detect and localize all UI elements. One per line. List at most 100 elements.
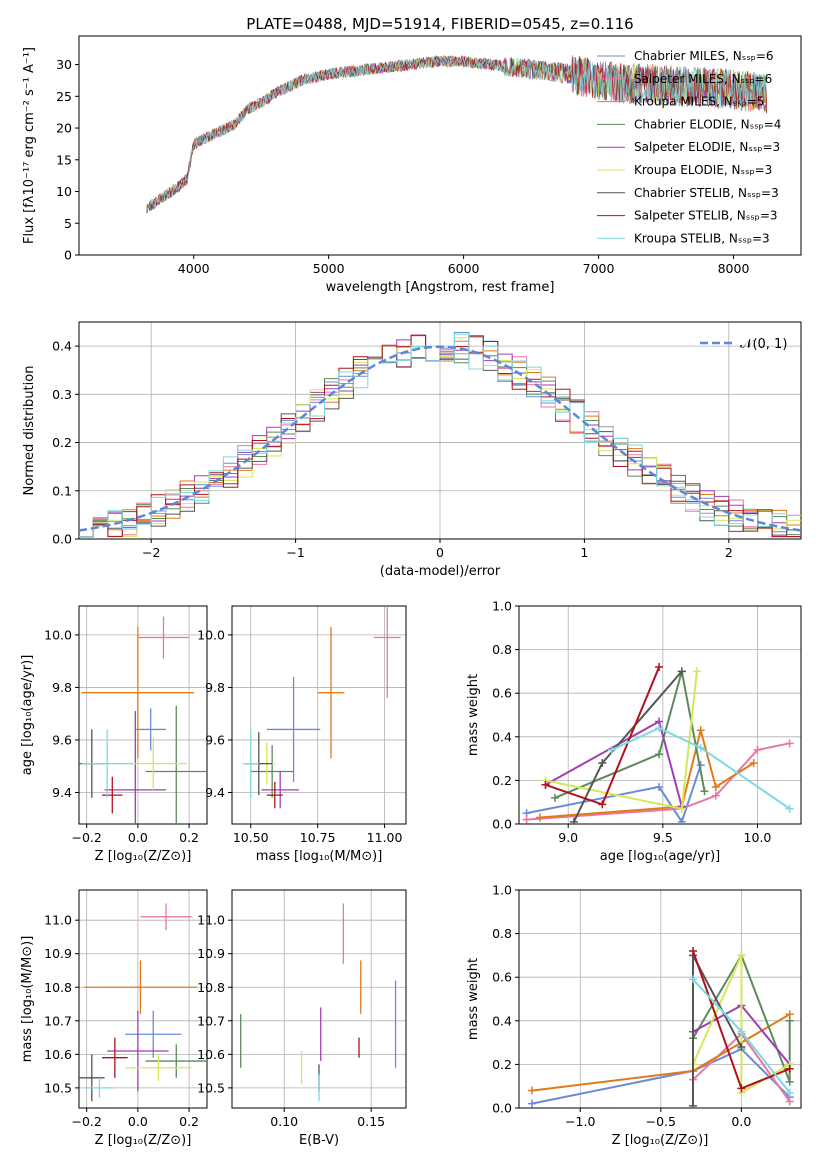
y-tick-label: 10.5 [197,1080,225,1095]
x-axis-label: wavelength [Angstrom, rest frame] [326,280,555,295]
weight-marker [689,975,698,984]
axes-frame [231,889,407,1109]
errorbar-point [266,781,283,809]
x-tick-label: 0.10 [270,1114,298,1129]
y-tick-label: 10.6 [197,1047,225,1062]
mass_weight_vs_Z-plot-area [527,947,794,1108]
x-tick-label: −1.0 [565,1114,595,1129]
axes-frame [518,889,802,1109]
x-tick-label: 11.00 [367,830,403,845]
weight-marker [655,750,664,759]
y-tick-label: 20 [56,121,72,136]
weight-marker [689,1101,698,1108]
y-tick-label: 0.2 [52,435,72,450]
weight-marker [737,1042,746,1051]
legend-label: Kroupa ELODIE, Nₛₛₚ=3 [634,163,772,177]
y-tick-label: 9.8 [52,680,72,695]
axes-frame [231,605,407,825]
y-tick-label: 11.0 [197,913,225,928]
weight-marker [737,1084,746,1093]
errorbar-point [373,606,401,698]
weight-marker [696,726,705,735]
x-tick-label: 0.2 [179,1114,199,1129]
y-axis-label: mass weight [466,958,481,1040]
x-tick-label: −0.2 [72,1114,102,1129]
errorbar-point [261,771,299,809]
mass_weight_vs_age-plot-area [522,663,794,824]
weight-marker [785,1077,794,1086]
y-axis-label: Flux [fλ10⁻¹⁷ erg cm⁻² s⁻¹ A⁻¹] [22,47,37,244]
residuals-plot-area [79,332,801,538]
spectrum-axes: 4000 5000 6000 7000 8000 0 5 10 15 20 25 30 waveleng… [22,35,802,295]
weight-marker [753,745,762,754]
y-tick-label: 1.0 [492,883,512,898]
weight-marker [598,758,607,767]
errorbar-point [125,1010,182,1058]
x-tick-label: 0 [436,545,444,560]
mass_vs_ebv-plot-area [240,903,397,1102]
weight-line [692,954,743,1106]
y-tick-label: 5 [64,216,72,231]
weight-marker [700,787,709,796]
x-tick-label: 8000 [718,261,750,276]
weight-marker [535,813,544,822]
y-tick-label: 0.2 [492,773,512,788]
x-tick-label: 0.0 [731,1114,751,1129]
weight-line [526,764,702,824]
x-tick-label: −1 [286,545,304,560]
y-tick-label: 0.0 [492,817,512,832]
x-axis-label: E(B-V) [299,1133,339,1148]
errorbar-point [137,616,190,659]
legend-label: Salpeter MILES, Nₛₛₚ=6 [634,72,772,86]
weight-marker [655,724,664,733]
y-tick-label: 9.6 [52,732,72,747]
y-axis-label: mass weight [466,674,481,756]
weight-marker [655,782,664,791]
y-tick-label: 10.9 [197,946,225,961]
legend-label: Chabrier ELODIE, Nₛₛₚ=4 [634,117,781,131]
x-axis-label: Z [log₁₀(Z/Z⊙)] [95,1133,192,1148]
y-tick-label: 9.4 [205,785,225,800]
weight-marker [569,817,578,824]
weight-marker [737,1027,746,1036]
x-tick-label: 4000 [178,261,210,276]
age_vs_mass-axes: 10.50 10.75 11.00 9.4 9.6 9.8 10.0 mass [log₁₀(… [197,605,407,864]
errorbar-point [145,1044,207,1078]
errorbar-point [81,729,133,798]
axes-frame [78,35,802,256]
x-tick-label: 10.50 [233,830,269,845]
errorbar-point [104,711,167,824]
y-tick-label: 10.5 [44,1080,72,1095]
x-tick-label: 2 [725,545,733,560]
errorbar-point [84,960,197,1015]
y-tick-label: 10.7 [44,1013,72,1028]
y-tick-label: 0.8 [492,642,512,657]
y-tick-label: 10.0 [44,627,72,642]
age_vs_Z-axes: −0.2 0.0 0.2 9.4 9.6 9.8 10.0 Z [log₁₀(Z/Z⊙)] ag… [20,605,208,864]
x-tick-label: 5000 [313,261,345,276]
spectrum-plot-area [146,54,768,214]
x-tick-label: 1 [580,545,588,560]
x-tick-label: 0.15 [357,1114,385,1129]
errorbar-point [250,745,294,798]
weight-marker [522,815,531,824]
y-tick-label: 0 [64,248,72,263]
weight-marker [785,1064,794,1073]
y-tick-label: 10.9 [44,946,72,961]
errorbar-point [107,1010,169,1092]
x-tick-label: 7000 [583,261,615,276]
errorbar-point [102,776,123,814]
weight-marker [550,793,559,802]
y-axis-label: mass [log₁₀(M/M⊙)] [20,936,35,1063]
errorbar-point [266,676,321,782]
mass_vs_Z-plot-area [79,903,207,1102]
errorbar-point [79,1054,105,1102]
weight-marker [527,1099,536,1108]
y-tick-label: 0.3 [52,387,72,402]
errorbar-point [81,627,195,759]
spectrum-legend: Chabrier MILES, Nₛₛₚ=6 Salpeter MILES, Nₛ… [597,49,781,245]
y-tick-label: 11.0 [44,913,72,928]
errorbar-point [145,705,207,824]
weight-line [692,953,791,1083]
y-tick-label: 1.0 [492,599,512,614]
